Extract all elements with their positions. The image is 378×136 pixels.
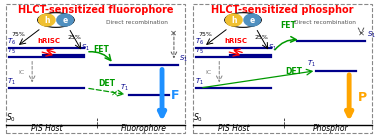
Text: ✕: ✕	[170, 29, 177, 38]
Text: $S_0$: $S_0$	[193, 112, 203, 124]
Text: h: h	[231, 16, 237, 24]
Text: $T_6$: $T_6$	[8, 36, 17, 47]
Text: HLCT-sensitized fluorophore: HLCT-sensitized fluorophore	[17, 5, 173, 15]
Text: hRISC: hRISC	[224, 38, 247, 44]
Text: 25%: 25%	[255, 35, 269, 40]
Text: PIS Host: PIS Host	[218, 124, 249, 133]
Text: $T_1$: $T_1$	[195, 76, 203, 87]
Text: 25%: 25%	[68, 35, 82, 40]
Circle shape	[57, 14, 73, 26]
Text: $S_1$: $S_1$	[367, 30, 376, 40]
Text: h: h	[44, 16, 50, 24]
Text: IC: IC	[205, 70, 211, 75]
Text: $S_0$: $S_0$	[6, 112, 15, 124]
Text: DET: DET	[285, 67, 302, 76]
Text: P: P	[358, 92, 367, 104]
Text: $T_5$: $T_5$	[195, 46, 203, 56]
Text: IC: IC	[18, 70, 24, 75]
Text: e: e	[62, 16, 68, 24]
Text: ✕: ✕	[110, 88, 118, 97]
Text: $T_6$: $T_6$	[195, 36, 204, 47]
Text: ✕: ✕	[358, 29, 364, 38]
Text: Direct recombination: Direct recombination	[106, 20, 168, 25]
Text: $T_5$: $T_5$	[8, 46, 16, 56]
Text: 75%: 75%	[198, 32, 212, 37]
Text: FET: FET	[93, 45, 109, 54]
Text: hRISC: hRISC	[37, 38, 60, 44]
Text: $S_1$: $S_1$	[268, 43, 277, 53]
Text: Phosphor: Phosphor	[313, 124, 349, 133]
Text: Fluorophore: Fluorophore	[121, 124, 167, 133]
Circle shape	[39, 14, 55, 26]
Text: $T_1$: $T_1$	[8, 76, 16, 87]
Text: DET: DET	[98, 79, 115, 88]
Text: $T_1$: $T_1$	[120, 83, 129, 93]
Text: e: e	[249, 16, 255, 24]
Circle shape	[244, 14, 260, 26]
Text: 75%: 75%	[11, 32, 25, 37]
Text: $S_1$: $S_1$	[81, 43, 90, 53]
Text: Direct recombination: Direct recombination	[293, 20, 355, 25]
Text: PIS Host: PIS Host	[31, 124, 62, 133]
Text: HLCT-sensitized phosphor: HLCT-sensitized phosphor	[211, 5, 353, 15]
Text: FET: FET	[280, 21, 296, 30]
Text: $S_1$: $S_1$	[180, 54, 189, 64]
Text: F: F	[171, 89, 180, 102]
Circle shape	[226, 14, 242, 26]
Text: $T_1$: $T_1$	[307, 59, 316, 69]
